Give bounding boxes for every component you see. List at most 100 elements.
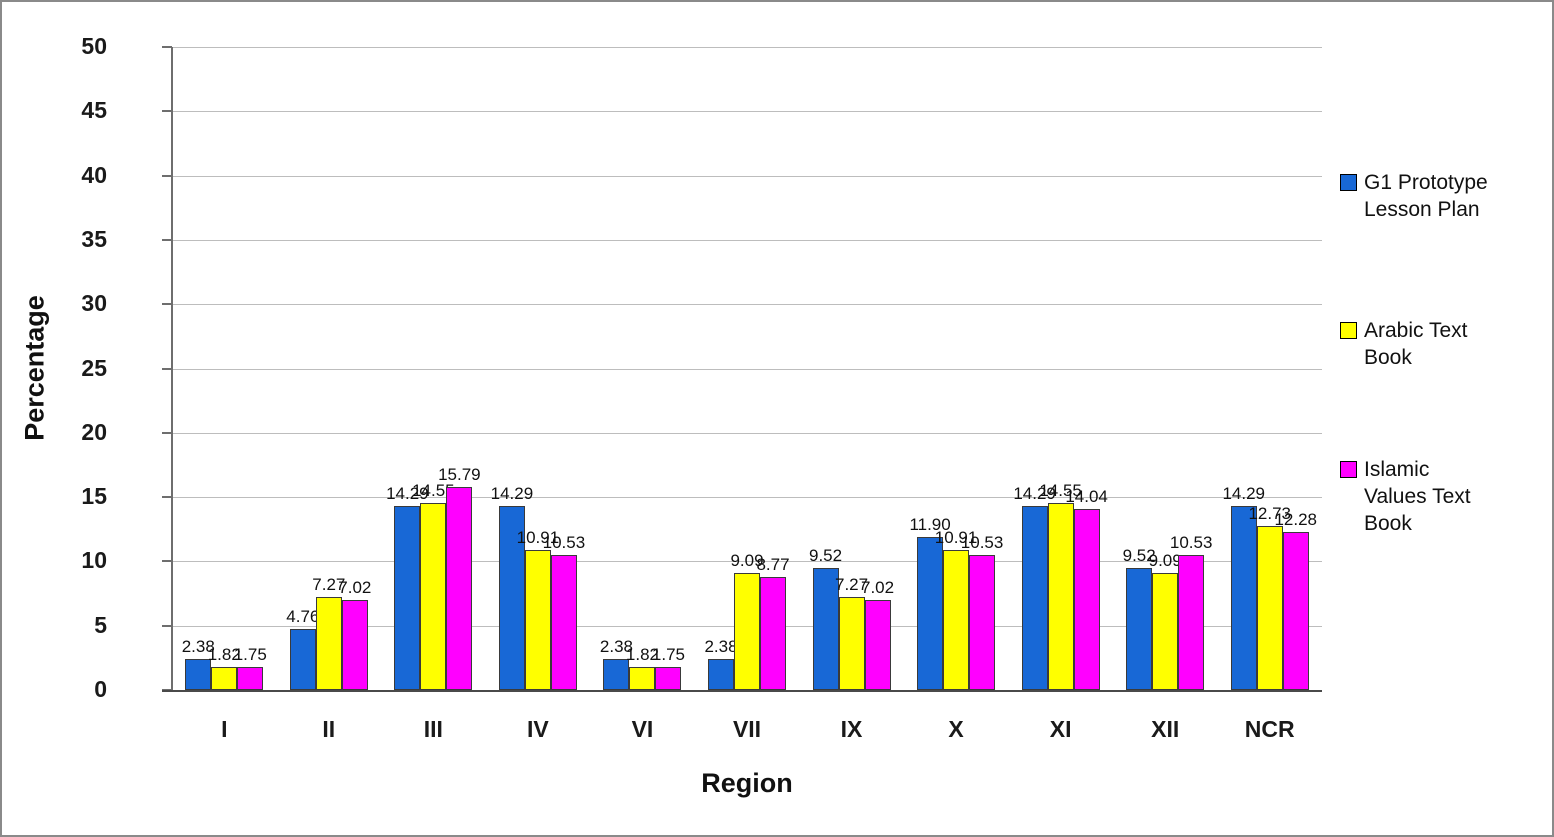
y-axis-line: [171, 47, 173, 692]
x-category-label: VII: [732, 716, 762, 742]
y-axis-tick: [162, 110, 172, 113]
y-axis-tick: [162, 496, 172, 499]
gridline: [172, 47, 1322, 48]
bar: [1126, 567, 1153, 690]
y-tick-label: 20: [81, 418, 107, 445]
x-category-label: III: [423, 716, 443, 742]
y-tick-label: 0: [94, 676, 107, 702]
y-axis-tick: [162, 560, 172, 563]
x-category-label: XI: [1049, 716, 1072, 742]
bar: [734, 573, 760, 690]
bar-value-label: 14.29: [386, 484, 429, 504]
x-category-label: VI: [631, 716, 654, 742]
bar: [211, 666, 238, 690]
y-tick-label: 40: [81, 161, 107, 188]
bar: [708, 659, 734, 690]
x-category-label: XII: [1151, 716, 1180, 742]
bar: [864, 599, 891, 690]
bar-value-label: 1.82: [207, 644, 241, 664]
bar-value-label: 9.09: [1148, 551, 1182, 571]
y-axis-tick: [162, 46, 172, 48]
gridline: [172, 368, 1322, 370]
bar: [603, 659, 630, 690]
bar-value-label: 9.09: [730, 551, 764, 571]
x-axis-line: [162, 690, 1322, 692]
bar-value-label: 10.53: [542, 532, 586, 552]
y-tick-label: 30: [81, 290, 107, 317]
bar-value-label: 10.91: [934, 527, 978, 547]
legend-swatch: [1340, 322, 1357, 339]
bar: [341, 599, 368, 690]
bar-value-label: 1.75: [233, 645, 267, 665]
gridline: [172, 175, 1322, 177]
bar: [1230, 506, 1257, 690]
legend-label: Arabic Text Book: [1364, 319, 1468, 369]
legend-label: Islamic Values Text Book: [1364, 458, 1471, 535]
y-tick-label: 45: [81, 97, 107, 124]
bar: [969, 554, 996, 690]
bar-value-label: 12.28: [1274, 510, 1317, 530]
legend-swatch: [1340, 174, 1357, 191]
bar: [1256, 526, 1283, 690]
bar: [185, 659, 212, 690]
bar-value-label: 10.53: [960, 532, 1004, 552]
x-category-label: NCR: [1244, 716, 1295, 742]
bar-value-label: 7.27: [312, 574, 346, 594]
bar: [237, 667, 264, 690]
y-tick-label: 15: [81, 483, 107, 510]
y-tick-label: 5: [94, 611, 107, 638]
bar-value-label: 14.55: [412, 480, 455, 500]
bar: [1178, 554, 1205, 690]
bar-value-label: 7.02: [860, 577, 895, 597]
x-category-label: II: [322, 716, 336, 742]
bar: [838, 596, 865, 690]
y-axis-tick: [162, 624, 172, 627]
bar: [1073, 509, 1100, 690]
y-axis-tick: [162, 367, 172, 370]
bar: [655, 667, 682, 690]
bar-value-label: 10.53: [1169, 532, 1213, 552]
bar-value-label: 11.90: [909, 514, 951, 534]
bar-value-label: 8.77: [756, 555, 790, 575]
gridline: [172, 432, 1322, 434]
bar: [1047, 502, 1074, 690]
gridline: [172, 561, 1322, 563]
y-tick-label: 25: [81, 354, 107, 381]
bar-value-label: 14.04: [1065, 487, 1108, 507]
y-axis-tick: [162, 303, 172, 306]
y-tick-label: 35: [81, 225, 107, 252]
bar-value-label: 14.29: [1222, 484, 1265, 504]
gridline: [172, 111, 1322, 113]
bar: [812, 567, 839, 690]
bar-value-label: 2.38: [599, 637, 633, 657]
legend-label: G1 Prototype Lesson Plan: [1364, 171, 1488, 221]
bar-value-label: 15.79: [438, 464, 481, 484]
bar-value-label: 2.38: [704, 637, 738, 657]
bar-value-label: 14.29: [1013, 484, 1056, 504]
bar-value-label: 10.91: [516, 527, 560, 547]
bar: [550, 554, 577, 690]
bar: [289, 628, 316, 690]
legend-item: Arabic Text Book: [1340, 318, 1496, 372]
bar-value-label: 2.38: [181, 637, 215, 657]
x-category-label: I: [221, 716, 228, 742]
y-axis-tick: [162, 238, 172, 241]
bar: [446, 486, 473, 690]
gridline: [172, 304, 1322, 306]
bar: [394, 506, 421, 690]
bar: [1021, 506, 1048, 690]
bar: [524, 549, 551, 690]
bar: [420, 502, 447, 690]
bar-value-label: 14.55: [1039, 480, 1082, 500]
gridline: [172, 239, 1322, 241]
x-category-label: IV: [527, 716, 549, 742]
bar-value-label: 9.52: [1122, 545, 1156, 565]
bar: [917, 536, 944, 690]
bar-value-label: 12.73: [1248, 504, 1291, 524]
bar-value-label: 4.76: [286, 606, 320, 626]
bar: [943, 549, 970, 690]
y-axis-title: Percentage: [19, 295, 50, 441]
bar-value-label: 9.52: [808, 545, 843, 565]
bar-value-label: 1.82: [625, 644, 659, 664]
